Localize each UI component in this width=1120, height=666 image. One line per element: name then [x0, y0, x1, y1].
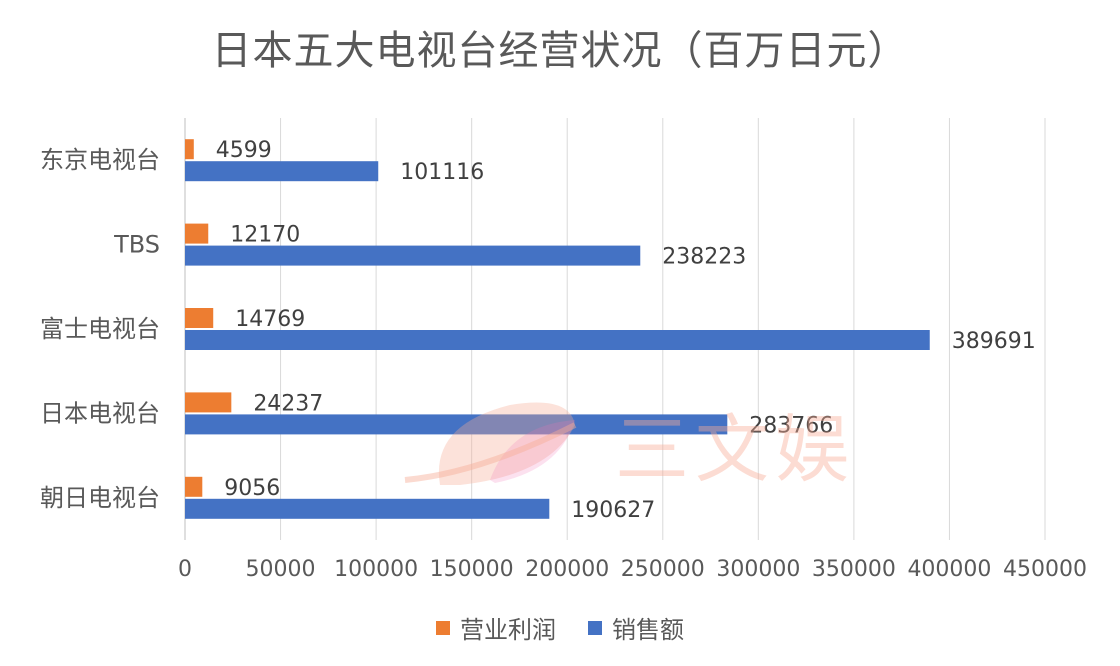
bar-profit-3	[185, 392, 232, 413]
x-tick-label-5: 250000	[621, 557, 705, 582]
x-tick-label-7: 350000	[812, 557, 896, 582]
category-label-0: 东京电视台	[40, 146, 160, 174]
category-label-1: TBS	[113, 231, 160, 259]
category-label-4: 朝日电视台	[40, 484, 160, 512]
legend-swatch-profit	[436, 620, 450, 635]
x-tick-label-1: 50000	[246, 557, 316, 582]
data-label-profit-2: 14769	[235, 307, 305, 332]
bar-sales-1	[185, 245, 641, 266]
legend: 营业利润 销售额	[0, 610, 1120, 645]
data-label-sales-3: 283766	[749, 413, 833, 438]
x-tick-label-0: 0	[178, 557, 192, 582]
bar-sales-0	[185, 161, 379, 182]
chart-title: 日本五大电视台经营状况（百万日元）	[211, 28, 909, 74]
data-label-sales-2: 389691	[952, 329, 1036, 354]
x-tick-label-4: 200000	[525, 557, 609, 582]
x-tick-label-9: 450000	[1003, 557, 1087, 582]
data-label-profit-4: 9056	[224, 476, 280, 501]
data-label-sales-1: 238223	[662, 245, 746, 270]
legend-label-sales: 销售额	[612, 616, 684, 644]
category-label-3: 日本电视台	[40, 399, 160, 427]
bar-sales-2	[185, 330, 930, 350]
bar-sales-4	[185, 498, 550, 519]
x-tick-label-8: 400000	[907, 557, 991, 582]
bar-profit-0	[185, 139, 194, 160]
data-label-profit-3: 24237	[253, 391, 323, 416]
x-tick-label-3: 150000	[430, 557, 514, 582]
bar-profit-2	[185, 308, 214, 328]
bar-profit-1	[185, 223, 209, 244]
category-label-2: 富士电视台	[40, 315, 160, 343]
bar-sales-3	[185, 414, 728, 435]
legend-item-sales: 销售额	[588, 610, 684, 645]
data-label-sales-0: 101116	[400, 160, 484, 185]
legend-label-profit: 营业利润	[460, 616, 556, 644]
data-label-profit-1: 12170	[230, 223, 300, 248]
legend-swatch-sales	[588, 620, 602, 635]
x-tick-label-2: 100000	[334, 557, 418, 582]
data-label-profit-0: 4599	[216, 138, 272, 163]
data-label-sales-4: 190627	[571, 498, 655, 523]
bar-profit-4	[185, 476, 203, 497]
x-tick-label-6: 300000	[716, 557, 800, 582]
legend-item-profit: 营业利润	[436, 610, 556, 645]
